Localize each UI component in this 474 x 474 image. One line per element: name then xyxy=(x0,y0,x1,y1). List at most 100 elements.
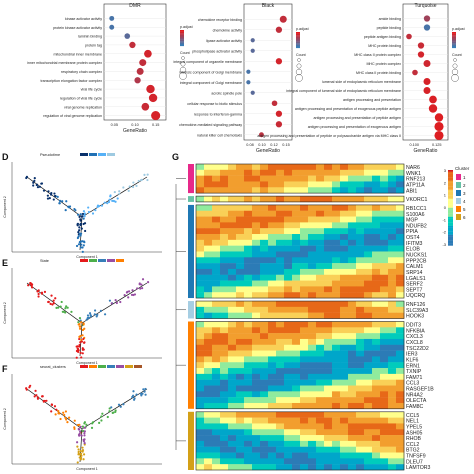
cell-point xyxy=(101,412,104,415)
heatmap-cell xyxy=(396,257,405,264)
legend-count-circle xyxy=(297,58,301,62)
legend-gradient-step xyxy=(296,38,300,41)
heatmap-cell xyxy=(276,350,285,357)
cell-point xyxy=(131,289,134,292)
heatmap-cell xyxy=(228,446,237,453)
heatmap-cell xyxy=(292,312,301,319)
heatmap-cell xyxy=(340,423,349,430)
heatmap-cell xyxy=(204,301,213,308)
heatmap-cell xyxy=(380,452,389,459)
heatmap-cell xyxy=(364,164,373,171)
scale-gradient-step xyxy=(448,195,453,198)
heatmap-cell xyxy=(244,379,253,386)
heatmap-cell xyxy=(356,286,365,293)
heatmap-cell xyxy=(268,169,277,176)
heatmap-cell xyxy=(292,385,301,392)
go-term-label: MHC protein binding xyxy=(368,44,401,48)
heatmap-cell xyxy=(324,196,333,203)
cell-point xyxy=(146,178,149,182)
heatmap-cell xyxy=(396,245,405,252)
gene-label: NUCKS1 xyxy=(406,253,427,259)
heatmap-cell xyxy=(252,333,261,340)
heatmap-cell xyxy=(396,164,405,171)
heatmap-cell xyxy=(252,164,261,171)
heatmap-cell xyxy=(300,292,309,299)
heatmap-cell xyxy=(380,458,389,465)
heatmap-cell xyxy=(380,292,389,299)
heatmap-cell xyxy=(364,181,373,188)
heatmap-cell xyxy=(388,417,397,424)
heatmap-cell xyxy=(388,286,397,293)
cell-point xyxy=(127,189,130,192)
heatmap-cell xyxy=(340,440,349,447)
heatmap-cell xyxy=(228,464,237,471)
heatmap-cell xyxy=(308,356,317,363)
heatmap-cell xyxy=(212,196,221,203)
heatmap-cell xyxy=(284,169,293,176)
heatmap-cell xyxy=(244,245,253,252)
heatmap-cell xyxy=(244,321,253,328)
legend-gradient-step xyxy=(452,46,456,49)
cell-point xyxy=(114,299,117,302)
legend-gradient-step xyxy=(452,43,456,45)
heatmap-cell xyxy=(308,286,317,293)
heatmap-cell xyxy=(260,301,269,308)
heatmap-cell xyxy=(220,292,229,299)
heatmap-cell xyxy=(324,210,333,217)
heatmap-cell xyxy=(324,234,333,241)
heatmap-cell xyxy=(308,385,317,392)
heatmap-cell xyxy=(220,204,229,211)
heatmap-cell xyxy=(356,268,365,275)
cell-point xyxy=(78,241,81,244)
go-term-dot xyxy=(250,48,255,53)
scale-tick-label: -1 xyxy=(442,217,446,222)
heatmap-cell xyxy=(300,169,309,176)
heatmap-cell xyxy=(268,280,277,287)
heatmap-cell xyxy=(292,356,301,363)
heatmap-cell xyxy=(372,435,381,442)
heatmap-cell xyxy=(196,373,205,380)
cell-point xyxy=(146,281,150,284)
y-axis-label: Component 2 xyxy=(3,408,7,430)
cell-point xyxy=(135,393,138,396)
cell-point xyxy=(77,450,80,454)
heatmap-cell xyxy=(332,286,341,293)
heatmap-cell xyxy=(348,286,357,293)
heatmap-cell xyxy=(244,234,253,241)
heatmap-cell xyxy=(204,397,213,404)
heatmap-cell xyxy=(316,257,325,264)
heatmap-cell xyxy=(340,245,349,252)
heatmap-cell xyxy=(396,306,405,313)
heatmap-cell xyxy=(284,234,293,241)
legend-gradient-step xyxy=(296,44,300,47)
cell-point xyxy=(81,334,84,337)
cell-point xyxy=(64,416,67,419)
heatmap-cell xyxy=(260,169,269,176)
cell-point xyxy=(132,398,136,401)
cell-point xyxy=(29,283,33,286)
heatmap-cell xyxy=(204,228,213,235)
heatmap-cell xyxy=(356,257,365,264)
heatmap-cell xyxy=(204,187,213,194)
heatmap-cell xyxy=(196,356,205,363)
heatmap-cell xyxy=(212,164,221,171)
heatmap-cell xyxy=(340,181,349,188)
heatmap-cell xyxy=(380,263,389,270)
heatmap-cell xyxy=(308,429,317,436)
heatmap-cell xyxy=(364,411,373,418)
heatmap-cell xyxy=(380,333,389,340)
heatmap-cell xyxy=(260,312,269,319)
heatmap-cell xyxy=(356,435,365,442)
heatmap-cell xyxy=(372,350,381,357)
traj-legend-title: Pseudotime xyxy=(40,153,60,157)
heatmap-cell xyxy=(300,333,309,340)
heatmap-cell xyxy=(228,301,237,308)
heatmap-cell xyxy=(364,464,373,471)
heatmap-cell xyxy=(244,301,253,308)
heatmap-cell xyxy=(364,350,373,357)
cell-point xyxy=(49,302,52,305)
heatmap-cell xyxy=(268,228,277,235)
heatmap-cell xyxy=(316,411,325,418)
heatmap-cell xyxy=(196,292,205,299)
